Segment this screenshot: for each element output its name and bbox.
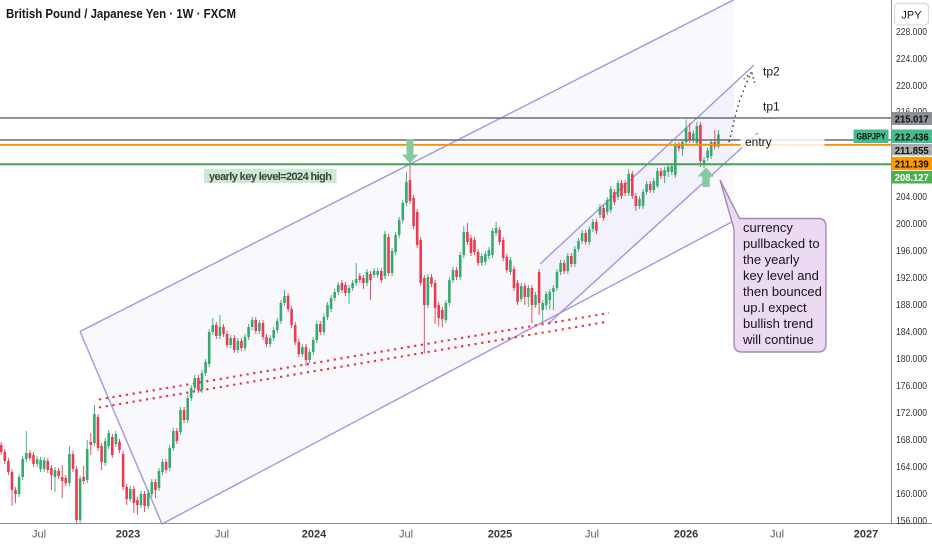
svg-text:JPY: JPY <box>901 10 922 22</box>
svg-text:180.000: 180.000 <box>896 353 927 365</box>
svg-text:will continue: will continue <box>742 332 814 347</box>
svg-text:tp2: tp2 <box>763 65 780 79</box>
svg-text:220.000: 220.000 <box>896 80 927 92</box>
svg-text:the yearly: the yearly <box>743 252 800 267</box>
svg-text:currency: currency <box>743 220 793 235</box>
svg-text:156.000: 156.000 <box>896 515 927 527</box>
svg-text:tp1: tp1 <box>763 100 780 114</box>
svg-text:211.855: 211.855 <box>895 145 929 157</box>
svg-text:215.017: 215.017 <box>895 114 929 126</box>
svg-text:then bounced: then bounced <box>743 284 822 299</box>
svg-text:Jul: Jul <box>770 529 784 541</box>
svg-text:208.127: 208.127 <box>895 172 929 184</box>
svg-text:Jul: Jul <box>585 529 599 541</box>
svg-text:188.000: 188.000 <box>896 299 927 311</box>
svg-text:yearly key level=2024 high: yearly key level=2024 high <box>209 171 332 183</box>
svg-text:184.000: 184.000 <box>896 326 927 338</box>
svg-text:Jul: Jul <box>399 529 413 541</box>
svg-text:pullbacked to: pullbacked to <box>743 236 820 251</box>
svg-text:172.000: 172.000 <box>896 407 927 419</box>
svg-text:224.000: 224.000 <box>896 53 927 65</box>
svg-text:192.000: 192.000 <box>896 272 927 284</box>
svg-text:200.000: 200.000 <box>896 218 927 230</box>
svg-text:Jul: Jul <box>32 529 46 541</box>
svg-text:204.000: 204.000 <box>896 191 927 203</box>
svg-text:160.000: 160.000 <box>896 488 927 500</box>
svg-text:2023: 2023 <box>116 529 140 541</box>
svg-text:2027: 2027 <box>854 529 878 541</box>
svg-text:GBPJPY: GBPJPY <box>857 132 886 143</box>
svg-text:up.I expect: up.I expect <box>743 300 807 315</box>
svg-text:196.000: 196.000 <box>896 245 927 257</box>
svg-text:Jul: Jul <box>215 529 229 541</box>
svg-text:212.436: 212.436 <box>895 131 929 143</box>
svg-text:176.000: 176.000 <box>896 380 927 392</box>
svg-text:228.000: 228.000 <box>896 26 927 38</box>
svg-text:168.000: 168.000 <box>896 434 927 446</box>
svg-text:entry: entry <box>745 135 772 149</box>
svg-text:bullish trend: bullish trend <box>743 316 813 331</box>
svg-text:211.139: 211.139 <box>895 159 929 171</box>
svg-text:164.000: 164.000 <box>896 461 927 473</box>
svg-text:British Pound / Japanese Yen ·: British Pound / Japanese Yen · 1W · FXCM <box>6 7 236 21</box>
svg-text:2026: 2026 <box>674 529 698 541</box>
svg-text:2025: 2025 <box>488 529 512 541</box>
svg-text:key level and: key level and <box>743 268 819 283</box>
svg-text:2024: 2024 <box>302 529 327 541</box>
